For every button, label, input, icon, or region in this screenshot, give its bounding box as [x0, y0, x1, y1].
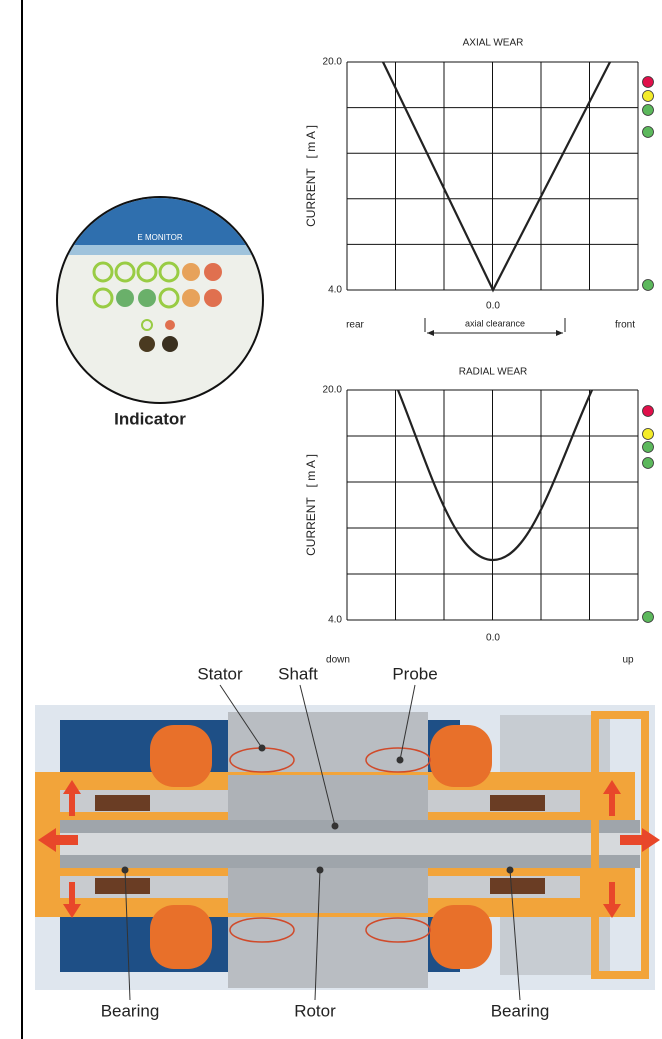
- right-label: front: [615, 320, 635, 331]
- wear-curve: [398, 390, 592, 560]
- document: E MONITOR Indicator A: [0, 0, 662, 1039]
- radial-chart: RADIAL WEAR 20.0 4.0 0.0 CURRENT [ m A ]…: [304, 367, 653, 666]
- grid: [347, 390, 638, 620]
- indicator-photo: E MONITOR: [50, 190, 270, 420]
- left-label: down: [326, 655, 350, 666]
- part-label: Bearing: [491, 1001, 550, 1020]
- grid: [347, 62, 638, 290]
- part-label: Probe: [392, 664, 437, 683]
- part-label: Bearing: [101, 1001, 160, 1020]
- x-center-label: 0.0: [486, 301, 500, 312]
- brand-text: E MONITOR: [137, 233, 182, 242]
- wear-curve: [383, 62, 610, 290]
- part-label: Shaft: [278, 664, 318, 683]
- x-center-label: 0.0: [486, 633, 500, 644]
- motor-section: [35, 685, 660, 1000]
- y-axis-label: CURRENT [ m A ]: [304, 454, 318, 556]
- y-axis-label: CURRENT [ m A ]: [304, 125, 318, 227]
- status-dots: [643, 77, 654, 291]
- part-label: Rotor: [294, 1001, 336, 1020]
- y-bottom-label: 4.0: [328, 285, 342, 296]
- y-bottom-label: 4.0: [328, 615, 342, 626]
- span-label: axial clearance: [465, 318, 525, 328]
- y-top-label: 20.0: [323, 57, 343, 68]
- right-label: up: [622, 655, 634, 666]
- left-label: rear: [346, 320, 364, 331]
- chart-title: AXIAL WEAR: [463, 38, 524, 49]
- page: E MONITOR Indicator A: [0, 0, 662, 1039]
- status-dots: [643, 406, 654, 623]
- y-top-label: 20.0: [323, 385, 343, 396]
- axial-chart: AXIAL WEAR 20.0 4.0 0.0 CURRENT [ m A ] …: [304, 38, 653, 336]
- chart-title: RADIAL WEAR: [459, 367, 528, 378]
- indicator-caption: Indicator: [114, 409, 186, 428]
- part-label: Stator: [197, 664, 243, 683]
